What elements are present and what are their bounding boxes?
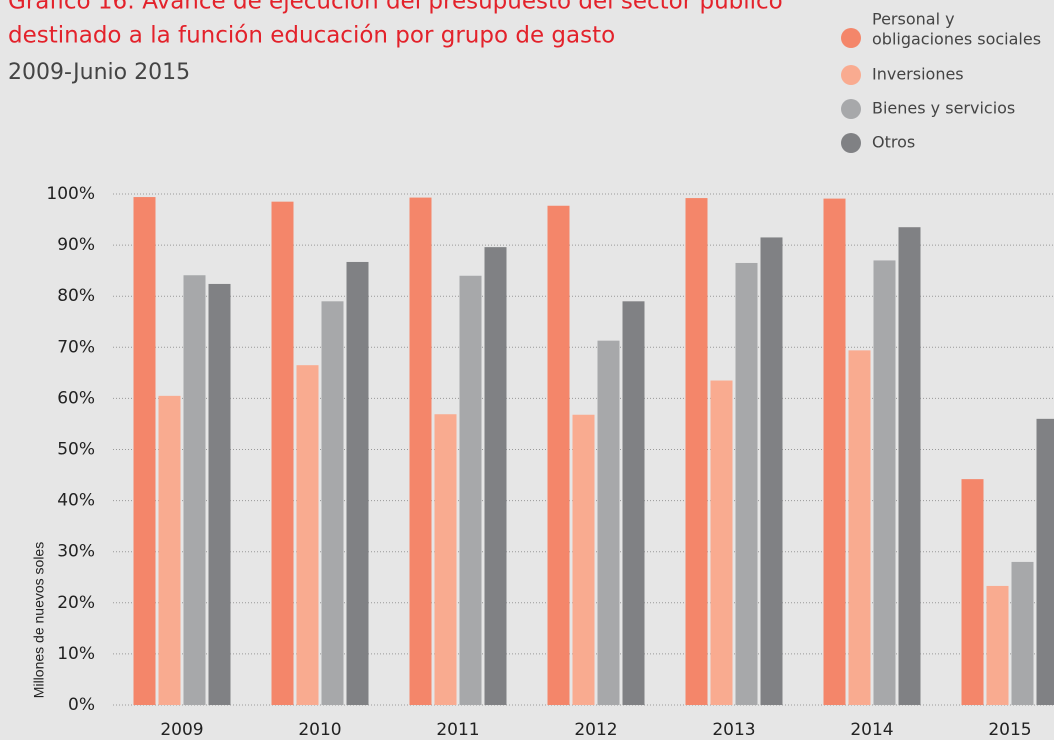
- bar: [1011, 561, 1034, 705]
- x-tick-label: 2015: [988, 720, 1031, 740]
- y-tick-label: 90%: [57, 235, 95, 255]
- legend-swatch: [841, 133, 861, 153]
- bar: [133, 197, 156, 706]
- bar: [760, 237, 783, 705]
- y-tick-label: 40%: [57, 491, 95, 511]
- x-tick-label: 2009: [160, 720, 203, 740]
- y-tick-label: 30%: [57, 542, 95, 562]
- bar: [597, 340, 620, 705]
- y-tick-label: 100%: [46, 184, 95, 204]
- bar: [572, 414, 595, 705]
- x-tick-label: 2011: [436, 720, 479, 740]
- bar: [986, 585, 1009, 705]
- bar: [183, 275, 206, 705]
- bar: [158, 395, 181, 705]
- bar: [321, 301, 344, 705]
- x-tick-label: 2010: [298, 720, 341, 740]
- bar: [296, 365, 319, 705]
- legend-label: obligaciones sociales: [872, 30, 1041, 49]
- legend-label: Otros: [872, 133, 915, 152]
- bar: [208, 283, 231, 705]
- legend-swatch: [841, 28, 861, 48]
- y-tick-label: 80%: [57, 286, 95, 306]
- chart-title: Gráfico 16: Avance de ejecución del pres…: [8, 0, 783, 15]
- bar: [547, 205, 570, 706]
- bar: [873, 260, 896, 705]
- y-tick-label: 50%: [57, 440, 95, 460]
- legend-swatch: [841, 99, 861, 119]
- bar: [685, 198, 708, 705]
- bar: [484, 247, 507, 706]
- bar: [434, 414, 457, 705]
- bar: [898, 227, 921, 705]
- y-tick-label: 60%: [57, 388, 95, 408]
- legend-label: Inversiones: [872, 65, 964, 84]
- x-tick-label: 2013: [712, 720, 755, 740]
- bar: [409, 197, 432, 705]
- y-tick-label: 70%: [57, 337, 95, 357]
- y-tick-label: 10%: [57, 644, 95, 664]
- legend-swatch: [841, 65, 861, 85]
- bar: [848, 350, 871, 705]
- bar: [961, 479, 984, 705]
- bar: [1036, 418, 1054, 705]
- bar: [823, 198, 846, 705]
- chart-subtitle: 2009-Junio 2015: [8, 60, 190, 85]
- bar: [459, 275, 482, 705]
- legend-label: Personal y: [872, 10, 955, 29]
- y-tick-label: 0%: [68, 695, 95, 715]
- legend-label: Bienes y servicios: [872, 99, 1015, 118]
- bar: [271, 201, 294, 706]
- x-tick-label: 2014: [850, 720, 893, 740]
- y-tick-label: 20%: [57, 593, 95, 613]
- y-axis-label: Millones de nuevos soles: [31, 542, 47, 698]
- bar: [710, 380, 733, 705]
- bar: [346, 261, 369, 705]
- bar: [622, 301, 645, 705]
- chart-title: destinado a la función educación por gru…: [8, 23, 615, 49]
- x-tick-label: 2012: [574, 720, 617, 740]
- bar: [735, 262, 758, 705]
